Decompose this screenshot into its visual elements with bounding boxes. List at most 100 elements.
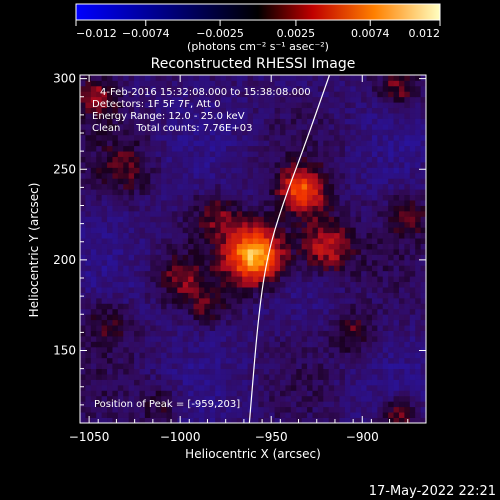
heatmap-cell: [312, 102, 319, 109]
heatmap-cell: [355, 308, 362, 315]
heatmap-cell: [177, 352, 184, 359]
heatmap-cell: [312, 390, 319, 397]
heatmap-cell: [317, 254, 324, 261]
heatmap-cell: [371, 194, 378, 201]
heatmap-cell: [339, 210, 346, 217]
heatmap-cell: [144, 276, 151, 283]
heatmap-cell: [215, 270, 221, 277]
heatmap-cell: [177, 238, 184, 244]
heatmap-cell: [269, 303, 276, 310]
heatmap-cell: [328, 123, 335, 130]
heatmap-cell: [323, 292, 330, 299]
heatmap-cell: [290, 254, 297, 261]
heatmap-cell: [415, 281, 421, 288]
heatmap-cell: [231, 270, 238, 277]
heatmap-cell: [112, 401, 119, 408]
heatmap-cell: [123, 395, 130, 402]
heatmap-cell: [220, 167, 227, 174]
heatmap-cell: [231, 319, 238, 326]
heatmap-cell: [355, 363, 362, 370]
heatmap-cell: [177, 227, 184, 234]
heatmap-cell: [182, 113, 189, 119]
heatmap-cell: [312, 281, 319, 288]
heatmap-cell: [236, 85, 243, 92]
heatmap-cell: [161, 162, 167, 168]
heatmap-cell: [134, 341, 140, 348]
heatmap-cell: [377, 172, 384, 179]
heatmap-cell: [96, 91, 103, 98]
heatmap-cell: [242, 384, 248, 391]
heatmap-cell: [312, 227, 319, 234]
heatmap-cell: [182, 341, 189, 348]
heatmap-cell: [112, 368, 119, 375]
heatmap-cell: [371, 281, 378, 288]
heatmap-cell: [247, 75, 254, 81]
heatmap-cell: [188, 330, 194, 337]
heatmap-cell: [404, 205, 411, 212]
heatmap-cell: [128, 75, 135, 81]
heatmap-cell: [366, 406, 373, 413]
heatmap-cell: [209, 357, 216, 364]
heatmap-cell: [193, 249, 200, 255]
heatmap-cell: [323, 297, 330, 304]
heatmap-cell: [409, 140, 416, 147]
heatmap-cell: [307, 259, 313, 266]
heatmap-cell: [274, 210, 281, 217]
heatmap-cell: [404, 341, 411, 348]
heatmap-cell: [101, 129, 108, 136]
heatmap-cell: [242, 319, 248, 326]
heatmap-cell: [225, 363, 232, 370]
heatmap-cell: [328, 189, 335, 196]
heatmap-cell: [404, 249, 411, 255]
heatmap-cell: [312, 270, 319, 277]
heatmap-cell: [393, 140, 400, 147]
heatmap-cell: [220, 151, 227, 157]
heatmap-cell: [134, 319, 140, 326]
heatmap-cell: [101, 183, 108, 190]
heatmap-cell: [404, 194, 411, 201]
heatmap-cell: [280, 162, 286, 168]
heatmap-cell: [242, 96, 248, 103]
heatmap-cell: [339, 325, 346, 331]
heatmap-cell: [107, 156, 113, 163]
heatmap-cell: [366, 417, 373, 423]
heatmap-cell: [204, 292, 211, 299]
heatmap-cell: [96, 123, 103, 130]
heatmap-cell: [398, 254, 405, 261]
heatmap-cell: [236, 162, 243, 168]
heatmap-cell: [247, 140, 254, 147]
heatmap-cell: [204, 227, 211, 234]
heatmap-cell: [236, 156, 243, 163]
heatmap-cell: [269, 221, 276, 228]
heatmap-cell: [225, 308, 232, 315]
heatmap-cell: [253, 254, 259, 261]
heatmap-cell: [355, 368, 362, 375]
heatmap-cell: [323, 406, 330, 413]
heatmap-cell: [328, 412, 335, 418]
heatmap-cell: [204, 390, 211, 397]
heatmap-cell: [166, 129, 173, 136]
heatmap-cell: [188, 346, 194, 353]
heatmap-cell: [290, 417, 297, 423]
heatmap-cell: [231, 75, 238, 81]
heatmap-cell: [371, 330, 378, 337]
heatmap-cell: [296, 412, 303, 418]
heatmap-cell: [366, 221, 373, 228]
heatmap-cell: [171, 232, 178, 239]
heatmap-cell: [258, 210, 265, 217]
heatmap-cell: [215, 134, 221, 141]
heatmap-cell: [166, 384, 173, 391]
heatmap-cell: [290, 102, 297, 109]
heatmap-cell: [307, 227, 313, 234]
heatmap-cell: [323, 134, 330, 141]
heatmap-cell: [166, 292, 173, 299]
heatmap-cell: [101, 249, 108, 255]
heatmap-cell: [415, 238, 421, 244]
heatmap-cell: [101, 303, 108, 310]
heatmap-cell: [166, 205, 173, 212]
heatmap-cell: [236, 363, 243, 370]
heatmap-cell: [161, 401, 167, 408]
heatmap-cell: [323, 374, 330, 380]
heatmap-cell: [193, 281, 200, 288]
heatmap-cell: [80, 227, 86, 234]
